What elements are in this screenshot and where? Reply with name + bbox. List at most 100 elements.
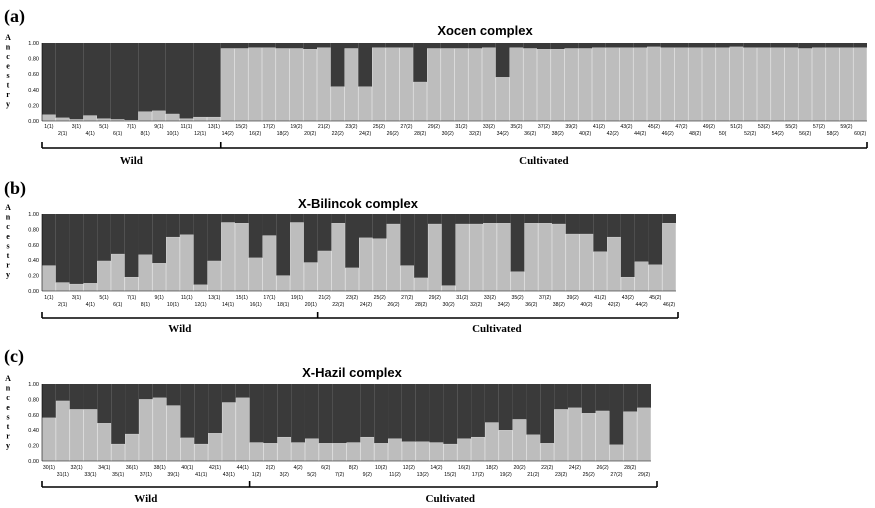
xtick-label: 36(2) (525, 302, 537, 308)
bar-lower (496, 223, 511, 292)
bar-lower (249, 442, 264, 462)
xtick-label: 52(2) (744, 131, 756, 137)
bar-upper (482, 43, 496, 48)
bar-upper (138, 384, 153, 400)
bar-upper (152, 384, 167, 398)
bar-upper (166, 214, 180, 238)
group-label: Wild (120, 155, 143, 167)
bar-lower (276, 275, 290, 292)
bar-lower (457, 438, 471, 462)
bar-upper (248, 43, 262, 48)
bar-upper (798, 43, 812, 49)
bar-upper (275, 43, 290, 49)
xtick-label: 31(2) (456, 295, 468, 301)
bar-upper (345, 214, 359, 268)
xtick-label: 28(2) (415, 302, 427, 308)
xtick-label: 12(1) (194, 302, 206, 308)
xtick-label: 32(1) (71, 465, 83, 471)
xtick-label: 45(2) (648, 124, 660, 130)
panel-label: (a) (4, 6, 25, 27)
bar-lower (248, 47, 262, 122)
xtick-label: 5(2) (307, 472, 316, 478)
xtick-label: 46(2) (663, 302, 675, 308)
bar-lower (565, 233, 580, 292)
bar-lower (526, 434, 541, 462)
ylabel-letter: r (6, 261, 10, 270)
xtick-label: 20(2) (513, 465, 525, 471)
xtick-label: 59(2) (840, 124, 852, 130)
bar-upper (471, 384, 485, 438)
bar-upper (374, 384, 389, 444)
bar-lower (592, 47, 606, 122)
ytick-label: 0.60 (28, 413, 39, 419)
bar-upper (385, 43, 400, 48)
bar-upper (193, 43, 207, 118)
bar-upper (441, 214, 456, 286)
xtick-label: 16(2) (249, 131, 261, 137)
bar-upper (565, 214, 580, 235)
bar-lower (825, 47, 840, 122)
bar-lower (578, 48, 592, 122)
bar-upper (138, 214, 153, 255)
xtick-label: 29(2) (428, 124, 440, 130)
bar-lower (305, 438, 319, 462)
xtick-label: 13(1) (208, 295, 220, 301)
bar-lower (607, 236, 621, 292)
ytick-label: 0.60 (28, 243, 39, 249)
xtick-label: 41(1) (195, 472, 207, 478)
xtick-label: 38(2) (553, 302, 565, 308)
bar-lower (138, 254, 153, 292)
bar-upper (110, 214, 125, 255)
ylabel-letter: s (6, 71, 9, 80)
bar-upper (55, 43, 70, 118)
xtick-label: 14(2) (222, 131, 234, 137)
xtick-label: 39(1) (167, 472, 179, 478)
bar-upper (400, 214, 415, 266)
bar-lower (263, 443, 278, 462)
xtick-label: 9(1) (155, 295, 164, 301)
xtick-label: 37(1) (140, 472, 152, 478)
bar-lower (564, 48, 579, 122)
ylabel-letter: t (7, 422, 10, 431)
ylabel-letter: A (5, 33, 11, 42)
bar-upper (607, 214, 621, 238)
xtick-label: 33(1) (84, 472, 96, 478)
bar-lower (498, 430, 513, 462)
xtick-label: 43(1) (223, 472, 235, 478)
bar-lower (152, 110, 166, 122)
bar-lower (839, 47, 854, 122)
bar-upper (125, 384, 139, 435)
bar-lower (193, 116, 207, 122)
bar-lower (468, 48, 482, 122)
bar-lower (485, 422, 499, 462)
bar-lower (637, 407, 651, 462)
bar-lower (550, 49, 565, 122)
xtick-label: 3(1) (72, 295, 81, 301)
xtick-label: 35(1) (112, 472, 124, 478)
bar-upper (303, 214, 318, 263)
xtick-label: 34(1) (98, 465, 110, 471)
bar-lower (234, 48, 249, 122)
ylabel-letter: y (6, 270, 10, 279)
bar-upper (111, 384, 126, 445)
bar-upper (221, 384, 236, 403)
bar-lower (495, 77, 510, 122)
xtick-label: 30(1) (43, 465, 55, 471)
xtick-label: 17(2) (263, 124, 275, 130)
bar-upper (415, 384, 430, 442)
ytick-label: 0.80 (28, 227, 39, 233)
bar-upper (386, 214, 401, 225)
bar-lower (540, 443, 555, 462)
bar-upper (358, 43, 372, 87)
bar-upper (331, 214, 346, 224)
bar-lower (524, 223, 539, 292)
bar-lower (124, 276, 139, 292)
bar-upper (83, 43, 97, 116)
xtick-label: 18(2) (277, 131, 289, 137)
bar-upper (289, 43, 304, 49)
xtick-label: 55(2) (785, 124, 797, 130)
bar-lower (83, 115, 97, 122)
bar-lower (413, 81, 427, 122)
bar-lower (207, 260, 222, 292)
